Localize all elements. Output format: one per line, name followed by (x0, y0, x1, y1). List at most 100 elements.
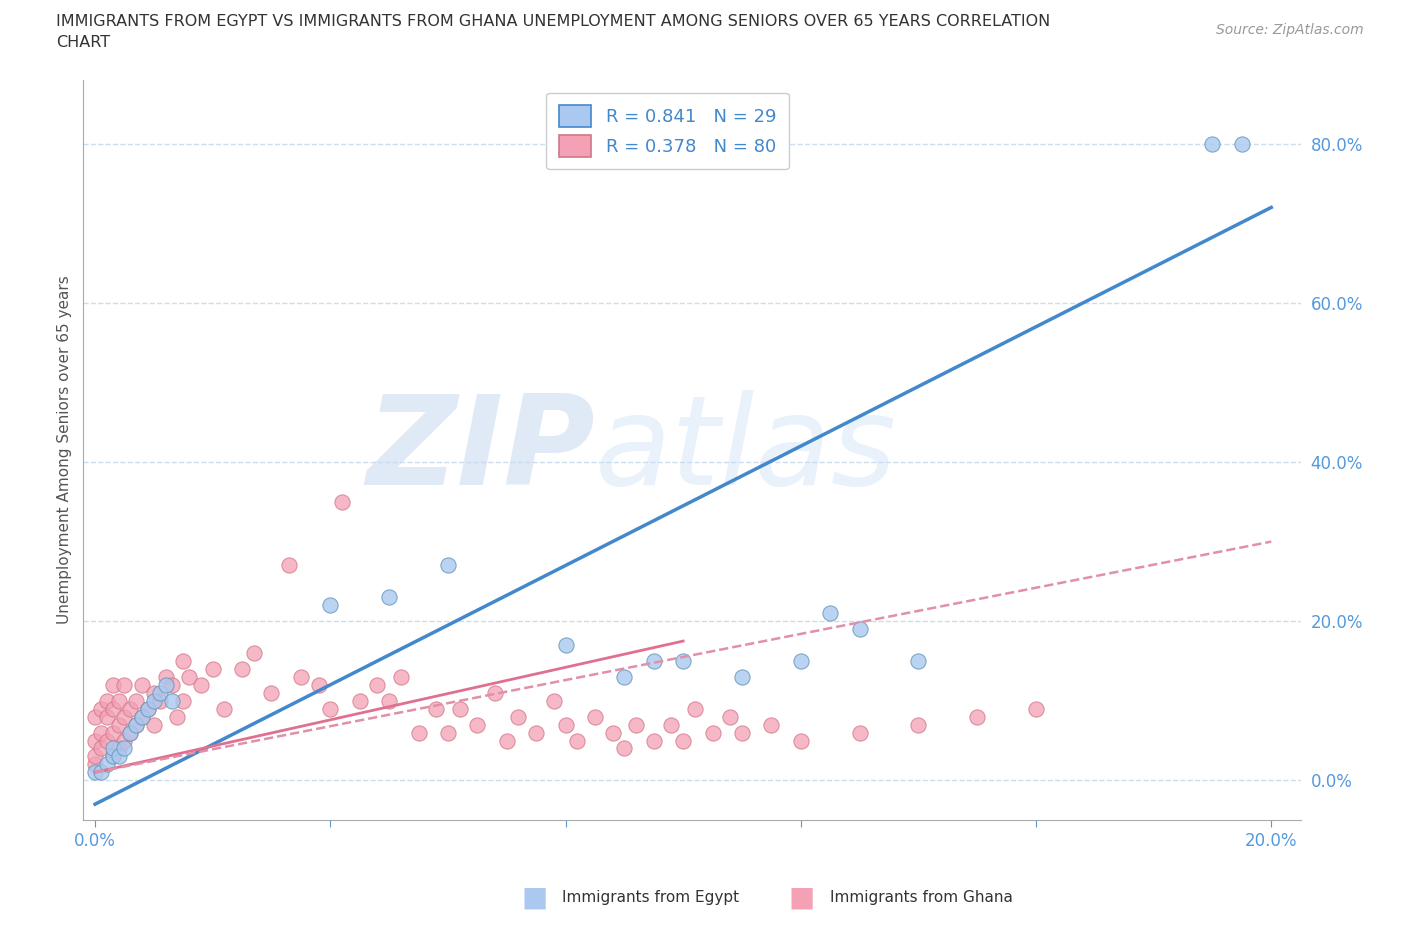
Point (613, 670, 636, 684)
Text: ■: ■ (789, 884, 814, 911)
Point (543, 693, 565, 708)
Point (643, 654, 665, 669)
Y-axis label: Unemployment Among Seniors over 65 years: Unemployment Among Seniors over 65 years (58, 275, 72, 624)
Point (818, 605, 841, 620)
Point (172, 654, 194, 669)
Point (84, 749, 107, 764)
Point (231, 661, 253, 676)
Point (602, 725, 624, 740)
Point (107, 693, 129, 708)
Point (96, 733, 118, 748)
Point (378, 693, 401, 708)
Point (366, 677, 388, 692)
Point (848, 621, 870, 636)
Point (524, 725, 547, 740)
Point (389, 670, 412, 684)
Point (142, 693, 165, 708)
Point (90, 701, 112, 716)
Point (731, 725, 754, 740)
Point (101, 749, 124, 764)
Point (465, 717, 488, 732)
Point (107, 749, 129, 764)
Point (84, 733, 107, 748)
Point (84, 710, 107, 724)
Point (643, 733, 665, 748)
Point (84, 757, 107, 772)
Point (554, 717, 576, 732)
Point (120, 725, 142, 740)
Point (107, 741, 129, 756)
Point (114, 741, 136, 756)
Point (484, 685, 506, 700)
Point (672, 654, 695, 669)
Point (155, 670, 177, 684)
Point (190, 677, 212, 692)
Point (378, 590, 401, 604)
Point (702, 725, 724, 740)
Point (278, 558, 301, 573)
Point (437, 725, 460, 740)
Point (731, 670, 754, 684)
Point (136, 701, 159, 716)
Point (96, 757, 118, 772)
Text: IMMIGRANTS FROM EGYPT VS IMMIGRANTS FROM GHANA UNEMPLOYMENT AMONG SENIORS OVER 6: IMMIGRANTS FROM EGYPT VS IMMIGRANTS FROM… (56, 14, 1050, 50)
Point (114, 710, 136, 724)
Point (96, 693, 118, 708)
Point (90, 764, 112, 779)
Text: atlas: atlas (595, 390, 897, 511)
Legend: R = 0.841   N = 29, R = 0.378   N = 80: R = 0.841 N = 29, R = 0.378 N = 80 (547, 93, 789, 169)
Point (155, 677, 177, 692)
Point (718, 710, 741, 724)
Point (790, 733, 813, 748)
Point (761, 717, 783, 732)
Point (142, 717, 165, 732)
Point (319, 701, 342, 716)
Point (624, 717, 647, 732)
Text: Immigrants from Ghana: Immigrants from Ghana (830, 890, 1012, 905)
Text: ■: ■ (522, 884, 547, 911)
Point (125, 693, 148, 708)
Point (179, 670, 201, 684)
Point (449, 701, 471, 716)
Point (101, 677, 124, 692)
Point (90, 725, 112, 740)
Point (101, 741, 124, 756)
Point (120, 701, 142, 716)
Point (554, 638, 576, 653)
Point (790, 654, 813, 669)
Point (114, 733, 136, 748)
Point (166, 710, 188, 724)
Point (96, 710, 118, 724)
Point (319, 598, 342, 613)
Point (848, 725, 870, 740)
Point (160, 693, 183, 708)
Point (120, 725, 142, 740)
Point (672, 733, 695, 748)
Point (613, 741, 636, 756)
Point (149, 693, 172, 708)
Point (101, 749, 124, 764)
Point (101, 701, 124, 716)
Point (142, 685, 165, 700)
Point (101, 725, 124, 740)
Point (349, 693, 371, 708)
Point (495, 733, 517, 748)
Point (131, 710, 153, 724)
Point (131, 677, 153, 692)
Text: ZIP: ZIP (366, 390, 595, 511)
Point (437, 558, 460, 573)
Point (243, 645, 266, 660)
Point (508, 710, 530, 724)
Point (1201, 137, 1223, 152)
Point (408, 725, 430, 740)
Point (425, 701, 447, 716)
Point (107, 717, 129, 732)
Point (966, 710, 988, 724)
Point (114, 677, 136, 692)
Point (136, 701, 159, 716)
Point (907, 717, 929, 732)
Point (907, 654, 929, 669)
Point (201, 661, 224, 676)
Point (290, 670, 312, 684)
Text: Source: ZipAtlas.com: Source: ZipAtlas.com (1216, 23, 1364, 37)
